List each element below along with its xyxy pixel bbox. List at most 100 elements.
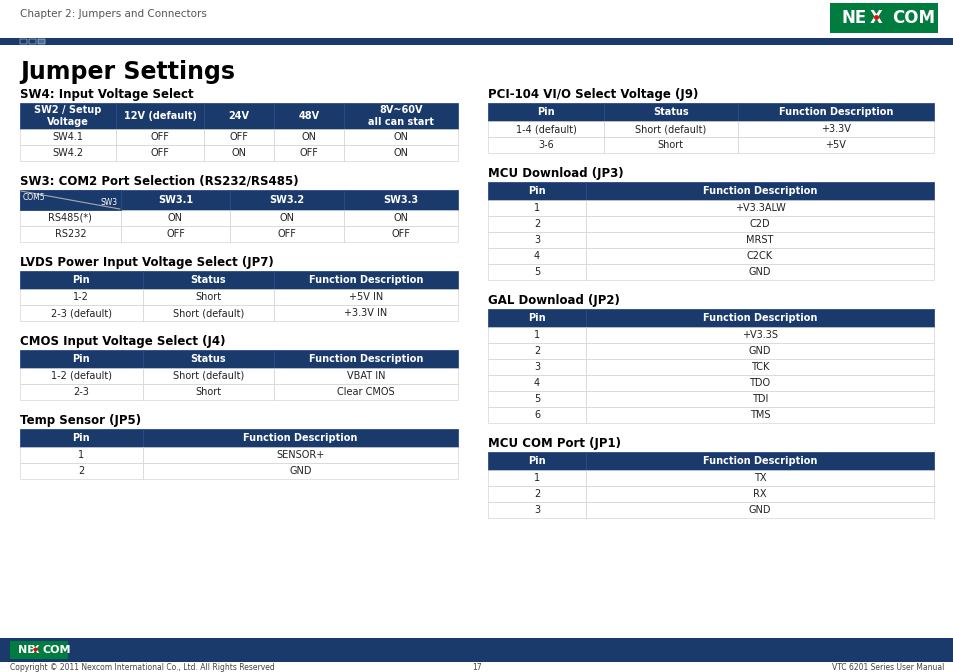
- Bar: [488, 103, 603, 121]
- Bar: [29, 39, 36, 44]
- Text: Function Description: Function Description: [243, 433, 357, 443]
- Bar: [143, 271, 274, 289]
- Text: 1-2: 1-2: [73, 292, 90, 302]
- Bar: [20, 463, 143, 479]
- Bar: [274, 350, 457, 368]
- Text: NE: NE: [18, 645, 35, 655]
- Bar: [20, 350, 143, 368]
- Text: 1-2 (default): 1-2 (default): [51, 371, 112, 381]
- Text: ON: ON: [232, 148, 246, 158]
- Text: Function Description: Function Description: [702, 456, 817, 466]
- Text: 48V: 48V: [298, 111, 319, 121]
- Bar: [585, 375, 933, 391]
- Bar: [143, 289, 274, 305]
- Text: 2: 2: [534, 489, 539, 499]
- Bar: [344, 190, 457, 210]
- Bar: [603, 121, 737, 137]
- Text: Pin: Pin: [528, 186, 545, 196]
- Bar: [143, 368, 274, 384]
- Bar: [585, 343, 933, 359]
- Text: Pin: Pin: [537, 107, 555, 117]
- Text: SW3: COM2 Port Selection (RS232/RS485): SW3: COM2 Port Selection (RS232/RS485): [20, 175, 298, 188]
- Bar: [344, 145, 457, 161]
- Bar: [488, 248, 585, 264]
- Bar: [488, 502, 585, 518]
- Text: 2-3: 2-3: [73, 387, 90, 397]
- Text: CMOS Input Voltage Select (J4): CMOS Input Voltage Select (J4): [20, 335, 225, 348]
- Text: 4: 4: [534, 378, 539, 388]
- Bar: [20, 384, 143, 400]
- Bar: [585, 359, 933, 375]
- Text: SW4: Input Voltage Select: SW4: Input Voltage Select: [20, 88, 193, 101]
- Text: VBAT IN: VBAT IN: [346, 371, 385, 381]
- Text: Copyright © 2011 Nexcom International Co., Ltd. All Rights Reserved: Copyright © 2011 Nexcom International Co…: [10, 663, 274, 671]
- Bar: [488, 216, 585, 232]
- Text: GND: GND: [748, 267, 771, 277]
- Bar: [737, 103, 933, 121]
- Text: Function Description: Function Description: [309, 354, 423, 364]
- Text: OFF: OFF: [166, 229, 185, 239]
- Bar: [38, 39, 45, 44]
- Text: 2: 2: [78, 466, 85, 476]
- Bar: [585, 309, 933, 327]
- Text: OFF: OFF: [392, 229, 410, 239]
- Text: SW4.1: SW4.1: [52, 132, 84, 142]
- Text: TX: TX: [753, 473, 765, 483]
- Bar: [143, 305, 274, 321]
- Text: Jumper Settings: Jumper Settings: [20, 60, 234, 84]
- Bar: [20, 429, 143, 447]
- Bar: [20, 226, 121, 242]
- Bar: [20, 103, 116, 129]
- Bar: [274, 305, 457, 321]
- Text: SW3: SW3: [100, 198, 117, 207]
- Bar: [585, 232, 933, 248]
- Bar: [20, 368, 143, 384]
- Bar: [585, 452, 933, 470]
- Text: 1: 1: [78, 450, 84, 460]
- Bar: [603, 103, 737, 121]
- Text: 5: 5: [534, 394, 539, 404]
- Text: LVDS Power Input Voltage Select (JP7): LVDS Power Input Voltage Select (JP7): [20, 256, 274, 269]
- Text: ON: ON: [168, 213, 183, 223]
- Text: PCI-104 VI/O Select Voltage (J9): PCI-104 VI/O Select Voltage (J9): [488, 88, 698, 101]
- Text: 2: 2: [534, 219, 539, 229]
- Bar: [274, 384, 457, 400]
- Bar: [121, 210, 230, 226]
- Bar: [488, 232, 585, 248]
- Bar: [344, 226, 457, 242]
- Text: Status: Status: [191, 354, 226, 364]
- Text: X: X: [868, 9, 882, 27]
- Bar: [585, 216, 933, 232]
- Text: 3: 3: [534, 362, 539, 372]
- Bar: [20, 190, 121, 210]
- Text: 3: 3: [534, 235, 539, 245]
- Text: GND: GND: [289, 466, 312, 476]
- Bar: [488, 309, 585, 327]
- Text: 24V: 24V: [229, 111, 250, 121]
- Text: GND: GND: [748, 505, 771, 515]
- Text: SENSOR+: SENSOR+: [276, 450, 324, 460]
- Bar: [488, 407, 585, 423]
- Bar: [274, 103, 344, 129]
- Bar: [204, 103, 274, 129]
- Bar: [143, 350, 274, 368]
- Bar: [344, 103, 457, 129]
- Bar: [585, 407, 933, 423]
- Text: TDI: TDI: [751, 394, 767, 404]
- Text: OFF: OFF: [151, 148, 170, 158]
- Bar: [20, 129, 116, 145]
- Text: 1-4 (default): 1-4 (default): [515, 124, 576, 134]
- Bar: [274, 368, 457, 384]
- Text: 12V (default): 12V (default): [124, 111, 196, 121]
- Text: Status: Status: [653, 107, 688, 117]
- Bar: [10, 641, 68, 659]
- Text: C2CK: C2CK: [746, 251, 772, 261]
- Bar: [121, 190, 230, 210]
- Text: GND: GND: [748, 346, 771, 356]
- Text: Pin: Pin: [528, 313, 545, 323]
- Bar: [38, 39, 45, 44]
- Text: COM: COM: [891, 9, 934, 27]
- Text: Function Description: Function Description: [778, 107, 892, 117]
- Bar: [737, 137, 933, 153]
- Text: C2D: C2D: [749, 219, 770, 229]
